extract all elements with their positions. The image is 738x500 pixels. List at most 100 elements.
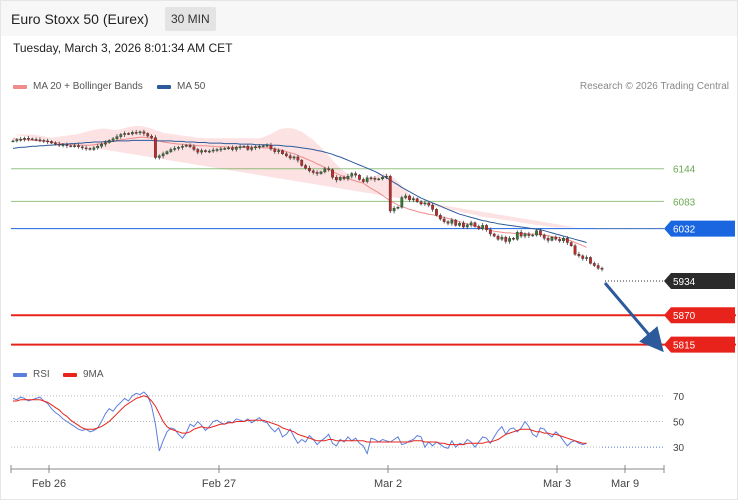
candle-body <box>154 137 157 158</box>
candle-body <box>219 148 223 151</box>
candle-body <box>450 219 454 224</box>
legend-rsi-ma9: 9MA <box>63 369 104 380</box>
candle-body <box>519 232 523 237</box>
candle-body <box>539 230 542 236</box>
candle-body <box>138 131 142 134</box>
candle-body <box>42 140 46 142</box>
candle-body <box>492 233 496 237</box>
level-tag-6032 <box>664 220 735 237</box>
candle-body <box>446 221 450 224</box>
legend-ma20-bollinger: MA 20 + Bollinger Bands <box>13 81 143 92</box>
candle-body <box>435 209 438 216</box>
candle-body <box>146 133 150 137</box>
candle-body <box>296 156 300 161</box>
legend-label-rsi-ma9: 9MA <box>83 369 104 380</box>
candle-body <box>192 146 196 150</box>
candle-body <box>331 169 334 178</box>
level-tag-5815 <box>664 336 735 353</box>
candle-body <box>485 225 488 230</box>
candle-body <box>411 198 415 200</box>
candle-body <box>304 165 307 169</box>
candle-body <box>508 238 511 242</box>
candle-body <box>134 132 138 134</box>
level-label-6144: 6144 <box>673 165 696 176</box>
candle-body <box>242 146 246 148</box>
candle-body <box>558 239 562 242</box>
candle-body <box>207 150 211 153</box>
level-label-5870: 5870 <box>673 311 696 322</box>
candle-body <box>408 195 411 200</box>
candle-body <box>488 229 492 235</box>
candle-body <box>107 140 111 143</box>
legend-swatch-ma20 <box>13 84 27 89</box>
candle-body <box>515 232 519 240</box>
candle-body <box>419 201 423 205</box>
candle-body <box>454 219 458 226</box>
candle-body <box>115 136 119 139</box>
candle-body <box>34 139 38 141</box>
candle-body <box>431 204 435 210</box>
last-price-tag <box>664 273 735 290</box>
candle-body <box>535 230 538 236</box>
candle-body <box>462 223 465 228</box>
candle-body <box>458 223 461 226</box>
candle-body <box>327 168 331 170</box>
candle-body <box>57 143 61 146</box>
candle-body <box>423 202 427 205</box>
rsi-tick-70: 70 <box>673 392 685 403</box>
candle-body <box>257 146 261 148</box>
candle-body <box>292 156 296 159</box>
candle-body <box>254 146 257 149</box>
candle-body <box>111 138 115 141</box>
candle-body <box>234 147 238 150</box>
candle-body <box>119 134 123 137</box>
candle-body <box>130 132 134 135</box>
candle-body <box>308 167 311 172</box>
candle-body <box>346 176 350 180</box>
candle-body <box>589 257 592 264</box>
candle-body <box>50 141 53 144</box>
candle-body <box>84 147 88 150</box>
candle-body <box>377 178 381 181</box>
candle-body <box>96 146 100 149</box>
candle-body <box>365 177 369 182</box>
candle-body <box>53 142 57 145</box>
candle-body <box>342 177 346 180</box>
bollinger-band <box>13 125 587 230</box>
candle-body <box>600 267 604 270</box>
candle-body <box>338 177 342 181</box>
candle-body <box>92 147 96 150</box>
credit-text: Research © 2026 Trading Central <box>579 81 729 92</box>
candle-body <box>581 255 585 259</box>
legend-rsi: RSI <box>13 369 50 380</box>
candle-body <box>30 138 34 140</box>
candle-body <box>569 242 573 246</box>
candle-body <box>385 176 388 178</box>
level-label-6032: 6032 <box>673 225 696 236</box>
candle-body <box>77 145 80 147</box>
candle-body <box>19 139 23 141</box>
candle-body <box>157 155 161 158</box>
candle-body <box>100 143 103 147</box>
candle-body <box>562 238 565 242</box>
candle-body <box>200 150 204 153</box>
timeframe-button[interactable]: 30 MIN <box>165 7 216 31</box>
candle-body <box>369 177 373 180</box>
x-tick-label: Mar 2 <box>374 478 402 490</box>
candle-body <box>358 174 361 180</box>
candle-body <box>415 198 419 203</box>
candle-body <box>288 155 292 159</box>
level-tag-5870 <box>664 307 735 324</box>
candle-body <box>188 144 192 147</box>
candle-body <box>69 145 73 147</box>
legend-label-rsi: RSI <box>33 369 50 380</box>
candle-body <box>231 147 234 150</box>
candle-body <box>381 177 384 180</box>
candle-body <box>215 149 219 151</box>
candle-body <box>438 215 442 220</box>
candle-body <box>350 173 354 177</box>
rsi-line <box>12 391 587 456</box>
candle-body <box>512 238 515 240</box>
candle-body <box>223 148 227 150</box>
